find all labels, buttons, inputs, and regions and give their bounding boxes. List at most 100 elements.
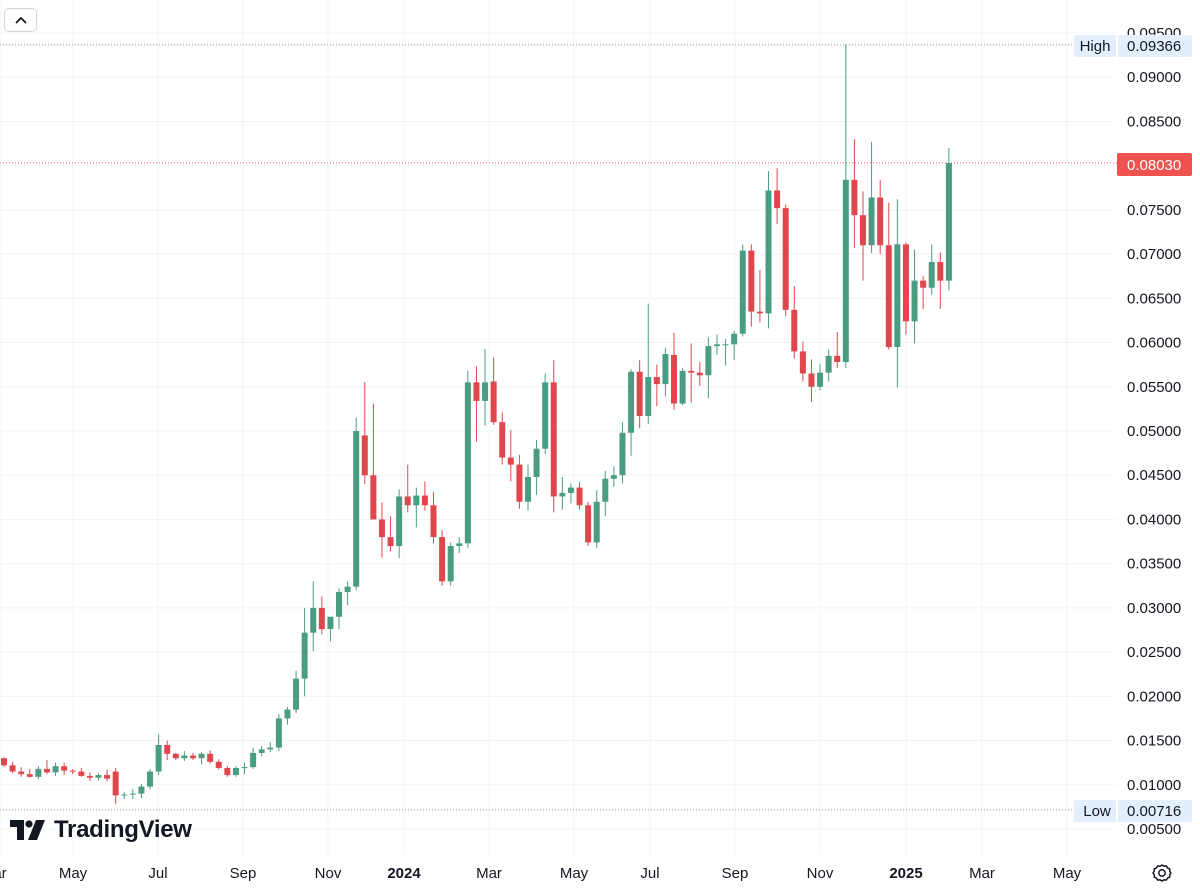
settings-button[interactable] [1150, 861, 1174, 885]
x-tick-label: Mar [969, 865, 995, 882]
candle-body [344, 586, 351, 592]
price-axis[interactable]: 0.095000.090000.085000.080000.075000.070… [1127, 25, 1181, 838]
candle [147, 768, 154, 790]
candle-body [353, 431, 360, 587]
candle [112, 767, 119, 805]
candle [189, 752, 196, 761]
x-tick-label: 2025 [889, 865, 922, 882]
candle-body [95, 775, 102, 778]
candle [250, 747, 257, 769]
candle-body [430, 505, 437, 538]
candle-body [516, 464, 523, 502]
candle [198, 752, 205, 765]
candle [370, 403, 377, 520]
low-value-bg [1118, 800, 1192, 822]
y-tick-label: 0.00500 [1127, 821, 1181, 838]
candle-body [679, 370, 686, 404]
candle-body [713, 344, 720, 347]
candle [301, 607, 308, 697]
candle [817, 363, 824, 391]
candle [911, 249, 918, 344]
y-tick-label: 0.02500 [1127, 644, 1181, 661]
candle-body [447, 545, 454, 582]
candle-body [585, 505, 592, 543]
x-tick-label: Sep [230, 865, 257, 882]
candle [464, 370, 471, 548]
candle [524, 464, 531, 511]
tradingview-logo[interactable]: TradingView [10, 815, 192, 845]
candle-body [301, 632, 308, 679]
candle [688, 343, 695, 403]
candle-body [619, 432, 626, 476]
candle [671, 332, 678, 410]
candle [241, 762, 248, 775]
candle [344, 581, 351, 606]
candle-body [662, 354, 669, 385]
candle [782, 204, 789, 317]
candle-body [275, 718, 282, 748]
candle [52, 762, 59, 776]
candle [885, 202, 892, 350]
candle [439, 530, 446, 586]
candle-body [155, 744, 162, 772]
candle-body [464, 382, 471, 544]
candle-body [207, 753, 214, 762]
candle-body [224, 767, 231, 776]
candle-body [696, 372, 703, 376]
candle [129, 789, 136, 799]
time-axis[interactable]: ar May Jul Sep Nov 2024 Mar May Jul Sep Nov 2025 Mar… [0, 865, 1082, 882]
candle-body [482, 382, 489, 401]
candle-body [421, 495, 428, 506]
candle-body [490, 381, 497, 423]
candle-body [378, 519, 385, 538]
candle [78, 767, 85, 777]
collapse-button[interactable] [4, 8, 37, 32]
tradingview-logo-text: TradingView [54, 816, 192, 843]
y-tick-label: 0.09000 [1127, 69, 1181, 86]
candle [636, 360, 643, 429]
candle-body [18, 771, 25, 775]
candle-body [542, 382, 549, 449]
candle-body [533, 448, 540, 477]
gear-icon [1152, 864, 1172, 882]
low-label-bg [1074, 800, 1116, 822]
candle [937, 252, 944, 309]
candle [490, 357, 497, 425]
candle-body [318, 607, 325, 630]
high-value-bg [1118, 35, 1192, 57]
candle [894, 199, 901, 388]
candle [95, 773, 102, 781]
candle-body [293, 678, 300, 710]
candle [327, 616, 334, 642]
candle [507, 430, 514, 482]
candle-body [739, 250, 746, 334]
candle-body [765, 190, 772, 314]
candle-body [9, 765, 16, 772]
candle-body [722, 344, 729, 346]
candle [164, 740, 171, 761]
candle-body [250, 752, 257, 768]
candle-body [258, 749, 265, 753]
x-tick-label: Nov [807, 865, 834, 882]
y-tick-label: 0.01000 [1127, 777, 1181, 794]
candle-body [817, 372, 824, 387]
y-tick-label: 0.03500 [1127, 556, 1181, 573]
candle-body [842, 179, 849, 363]
candle [585, 501, 592, 546]
candle [834, 331, 841, 369]
candle-body [232, 767, 239, 776]
candle [576, 482, 583, 510]
candle-body [628, 371, 635, 433]
price-guides [0, 44, 1117, 811]
candle [928, 244, 935, 295]
candle-body [310, 607, 317, 633]
y-tick-label: 0.07500 [1127, 202, 1181, 219]
candle-body [731, 333, 738, 345]
candle [284, 706, 291, 725]
candle [679, 368, 686, 406]
y-tick-label: 0.07000 [1127, 246, 1181, 263]
candle-body [241, 767, 248, 769]
x-tick-label: ar [0, 865, 7, 882]
candle-body [507, 457, 514, 465]
